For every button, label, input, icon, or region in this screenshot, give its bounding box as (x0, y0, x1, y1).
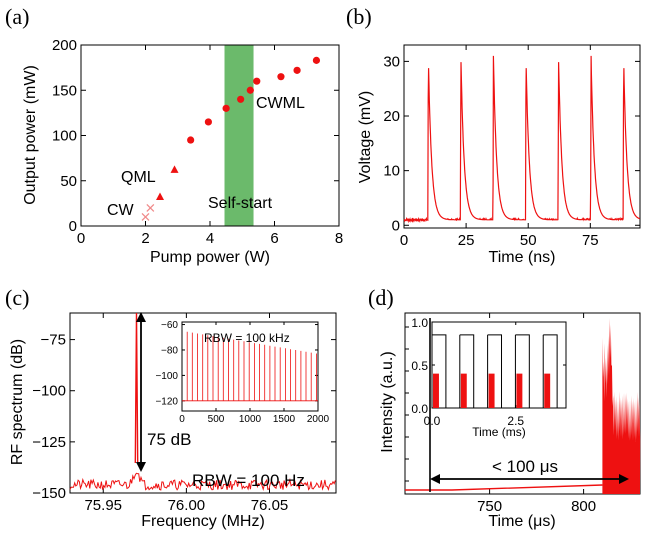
panel-c-xtick-label: 75.95 (84, 497, 122, 514)
panel-b-ytick-label: 10 (383, 163, 400, 180)
qml-point (156, 192, 165, 201)
annotation-cwml: CWML (256, 95, 305, 112)
panel-b-xtick-label: 25 (458, 232, 475, 249)
panel-d-xtick-label: 750 (477, 498, 502, 515)
inset-d-ytick-label: 1.0 (411, 316, 428, 330)
intensity-burst (602, 318, 641, 494)
panel-c-chart: 75.95 76.00 76.05 −75 −100 −125 −150 75 dB RBW… (9, 312, 337, 530)
panel-b-frame (403, 44, 641, 229)
panel-a-xtick-label: 6 (270, 230, 278, 247)
inset-c-ytick-label: −100 (155, 371, 178, 382)
panel-b-xlabel: Time (ns) (489, 249, 556, 266)
panel-a-ylabel: Output power (mW) (22, 65, 39, 205)
inset-c-xtick-label: 1500 (273, 414, 296, 425)
inset-d-ytick-label: 0.0 (411, 402, 428, 416)
panel-a-xtick-label: 2 (141, 230, 149, 247)
panel-a-ytick-label: 100 (52, 128, 77, 145)
cw-point (141, 212, 150, 221)
inset-c-ytick-label: −80 (161, 345, 178, 356)
panel-b-ylabel: Voltage (mV) (357, 91, 374, 183)
panel-label-b: (b) (346, 4, 372, 29)
arrow-head-left (430, 474, 440, 484)
panel-b-xtick-label: 0 (400, 232, 408, 249)
panel-b-chart: 0 25 50 75 0 10 20 30 Time (ns) Voltage (mV) (357, 44, 641, 266)
panel-b-ytick-label: 20 (383, 108, 400, 125)
panel-d-frame (404, 312, 641, 495)
inset-c-ytick-label: −60 (161, 320, 178, 331)
rf-noise-floor (69, 472, 336, 491)
inset-c-xtick-label: 2000 (307, 414, 330, 425)
inset-d-ytick-label: 0.5 (411, 359, 428, 373)
arrow-head-up (136, 312, 146, 322)
qml-point (170, 165, 179, 173)
inset-c-ytick-label: −120 (155, 396, 178, 407)
cwml-point (237, 95, 245, 103)
cwml-point (293, 66, 301, 74)
annotation-rbw-100hz: RBW = 100 Hz (192, 471, 305, 490)
intensity-baseline (405, 484, 603, 491)
panel-d-chart: 750 800 < 100 μs 0.0 2.5 0.0 0.5 1.0 Time (ms… (379, 312, 641, 530)
panel-label-c: (c) (5, 285, 29, 310)
inset-c-xtick-label: 500 (208, 414, 225, 425)
panel-c-frame (69, 312, 337, 494)
panel-b-ytick-label: 30 (383, 53, 400, 70)
inset-c-xtick-label: 0 (179, 414, 185, 425)
cwml-point (277, 73, 285, 81)
cwml-point (246, 86, 254, 94)
panel-a-ytick-label: 150 (52, 82, 77, 99)
voltage-trace (403, 55, 641, 224)
panel-c-ytick-label: −150 (32, 485, 66, 502)
inset-d-xlabel: Time (ms) (472, 425, 526, 439)
panel-a-xtick-label: 4 (206, 230, 214, 247)
arrow-head-right (619, 474, 629, 484)
arrow-head-down (136, 462, 146, 472)
annotation-cw: CW (107, 202, 135, 219)
panel-a-xtick-label: 8 (335, 230, 343, 247)
panel-a-chart: 0 2 4 6 8 0 50 100 150 200 CW QML CWML Self-start… (22, 37, 343, 266)
panel-c-ytick-label: −75 (41, 332, 66, 349)
panel-d-xtick-label: 800 (571, 498, 596, 515)
panel-c-xtick-label: 76.05 (251, 497, 289, 514)
panel-a-ytick-label: 200 (52, 37, 77, 54)
panel-label-d: (d) (368, 285, 394, 310)
inset-d-xtick-label: 0.0 (424, 414, 441, 428)
annotation-qml: QML (121, 169, 156, 186)
panel-a-ytick-label: 50 (60, 173, 77, 190)
panel-label-a: (a) (5, 4, 29, 29)
panel-c-ytick-label: −100 (32, 383, 66, 400)
panel-a-xtick-label: 0 (77, 230, 85, 247)
panel-c-xlabel: Frequency (MHz) (141, 513, 265, 530)
inset-d-xtick-label: 2.5 (507, 414, 524, 428)
cw-point (146, 203, 155, 212)
panel-b-xtick-label: 75 (582, 232, 599, 249)
annotation-build-up: < 100 μs (492, 457, 558, 476)
panel-c-xtick-label: 76.00 (168, 497, 206, 514)
panel-c-ytick-label: −125 (32, 434, 66, 451)
cwml-point (187, 136, 195, 144)
cwml-point (204, 118, 212, 126)
panel-a-xlabel: Pump power (W) (150, 249, 270, 266)
panel-b-xtick-label: 50 (520, 232, 537, 249)
rf-carrier-peak (134, 312, 139, 464)
inset-c-harmonics (182, 331, 318, 402)
inset-c-xtick-label: 1000 (239, 414, 262, 425)
panel-d-xlabel: Time (μs) (488, 513, 555, 530)
cwml-point (312, 56, 321, 64)
panel-b-ytick-label: 0 (392, 217, 400, 234)
annotation-75db: 75 dB (147, 430, 191, 449)
self-start-band (224, 45, 254, 226)
cwml-point (222, 104, 230, 112)
panel-c-ylabel: RF spectrum (dB) (9, 339, 26, 465)
inset-d-square-wave (432, 334, 567, 409)
inset-rbw-label: RBW = 100 kHz (204, 331, 290, 345)
panel-a-ytick-label: 0 (69, 218, 77, 235)
inset-d-pulses (433, 373, 551, 408)
cwml-point (253, 77, 261, 85)
panel-d-ylabel: Intensity (a.u.) (379, 351, 396, 452)
annotation-self-start: Self-start (208, 195, 273, 212)
